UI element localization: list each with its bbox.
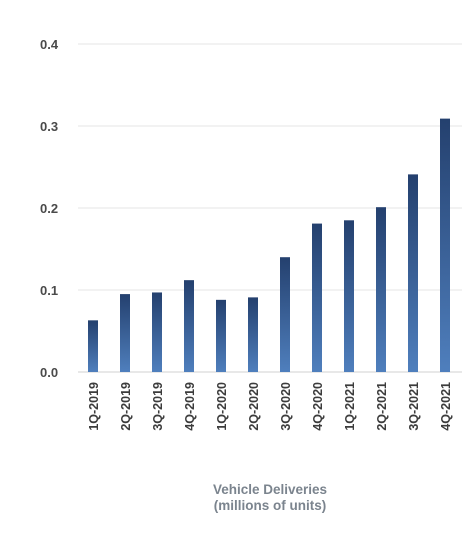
y-tick-label: 0.4 — [40, 37, 59, 52]
x-axis-title: Vehicle Deliveries — [212, 482, 328, 497]
bar-4Q-2020 — [312, 223, 322, 372]
y-axis-tick-labels: 0.0 0.1 0.2 0.3 0.4 — [40, 37, 59, 380]
bars — [88, 118, 450, 373]
x-tick-label: 4Q-2020 — [311, 382, 325, 431]
x-tick-label: 3Q-2020 — [279, 382, 293, 431]
y-tick-label: 0.1 — [40, 283, 58, 298]
y-tick-label: 0.2 — [40, 201, 58, 216]
x-tick-label: 3Q-2021 — [407, 382, 421, 431]
bar-3Q-2020 — [280, 257, 290, 372]
gridlines — [78, 43, 462, 373]
bar-2Q-2019 — [120, 294, 130, 372]
bar-3Q-2019 — [152, 292, 162, 372]
x-axis-tick-labels: 1Q-2019 2Q-2019 3Q-2019 4Q-2019 1Q-2020 2Q-20… — [87, 382, 453, 431]
bar-3Q-2021 — [408, 174, 418, 372]
x-tick-label: 2Q-2019 — [119, 382, 133, 431]
bar-1Q-2021 — [344, 220, 354, 372]
x-tick-label: 1Q-2021 — [343, 382, 357, 431]
x-tick-label: 1Q-2019 — [87, 382, 101, 431]
y-tick-label: 0.3 — [40, 119, 58, 134]
y-tick-label: 0.0 — [40, 365, 58, 380]
bar-2Q-2020 — [248, 297, 258, 372]
bar-4Q-2019 — [184, 280, 194, 372]
bar-1Q-2020 — [216, 299, 226, 372]
x-tick-label: 2Q-2021 — [375, 382, 389, 431]
x-tick-label: 2Q-2020 — [247, 382, 261, 431]
x-tick-label: 1Q-2020 — [215, 382, 229, 431]
x-axis-subtitle: (millions of units) — [213, 498, 327, 513]
bar-1Q-2019 — [88, 320, 98, 372]
x-tick-label: 4Q-2019 — [183, 382, 197, 431]
x-tick-label: 3Q-2019 — [151, 382, 165, 431]
bar-4Q-2021 — [440, 118, 450, 373]
x-tick-label: 4Q-2021 — [439, 382, 453, 431]
bar-2Q-2021 — [376, 207, 386, 372]
